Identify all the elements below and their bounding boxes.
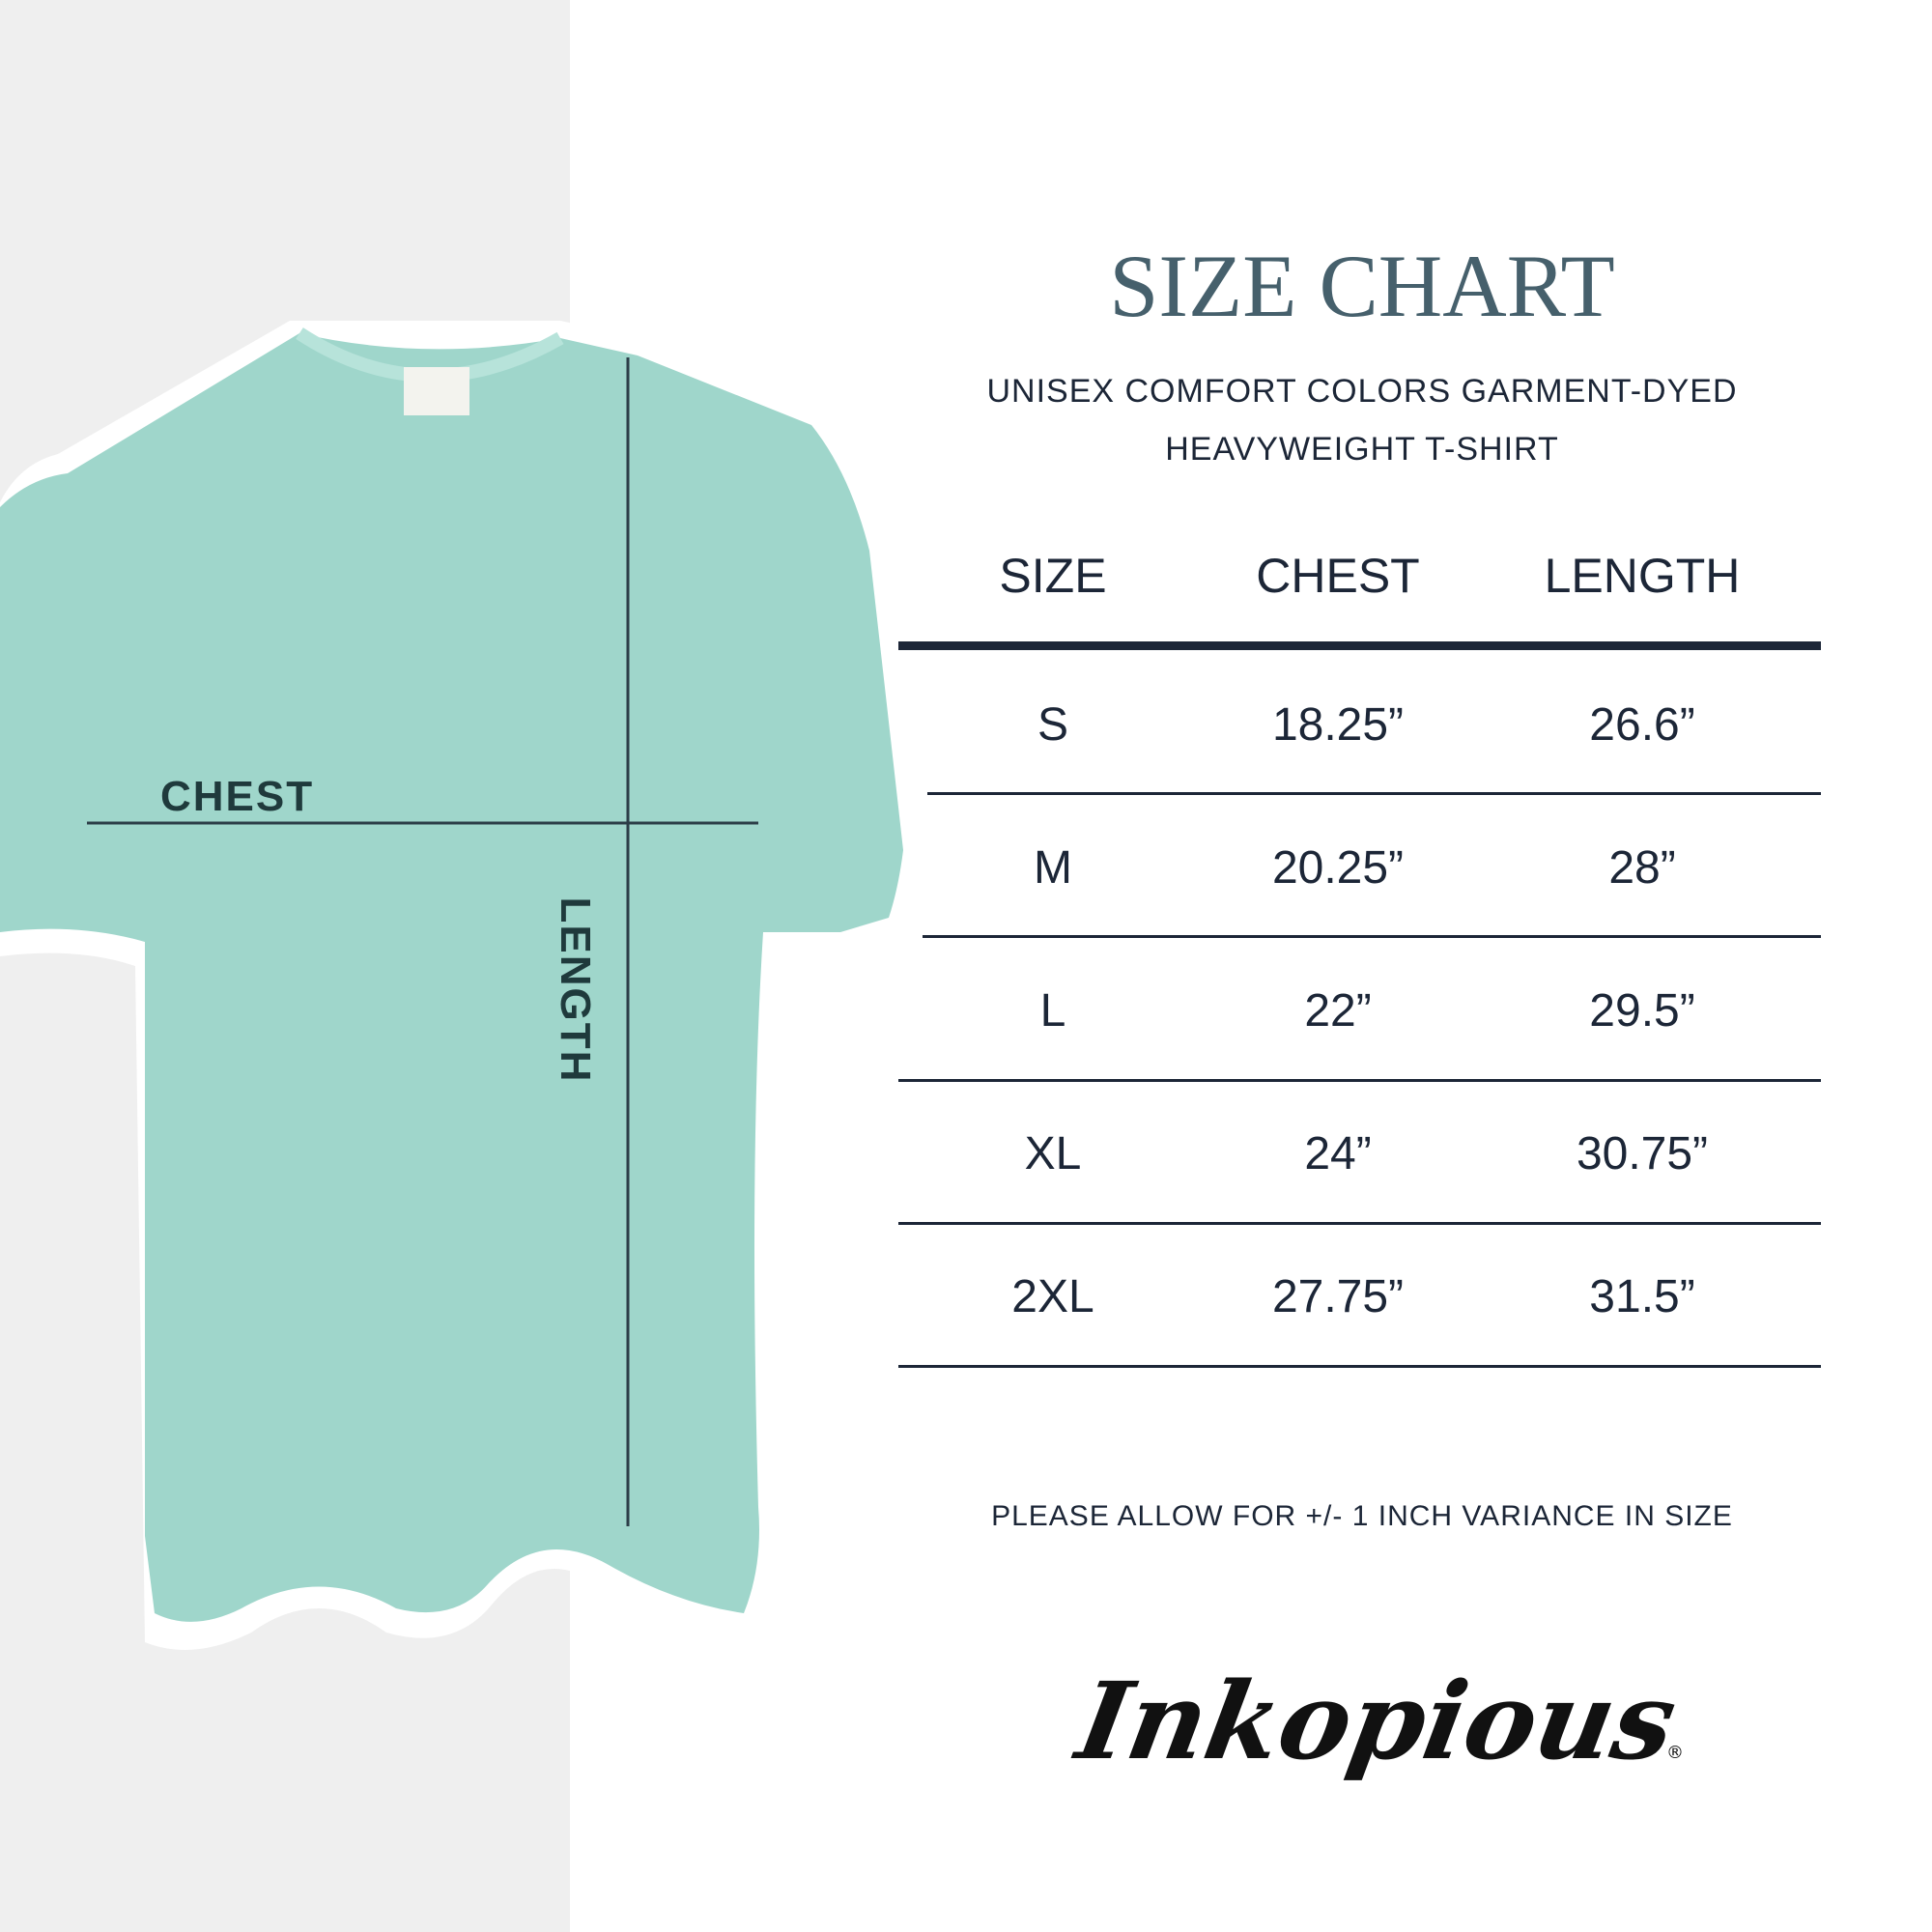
row-divider [927, 792, 1821, 795]
length-cell: 28” [1608, 842, 1676, 894]
subtitle-line1: UNISEX COMFORT COLORS GARMENT-DYED [986, 373, 1738, 410]
length-cell: 30.75” [1576, 1128, 1709, 1179]
chest-cell: 18.25” [1271, 699, 1405, 751]
svg-text:®: ® [1666, 1743, 1684, 1763]
size-cell: 2XL [1011, 1271, 1094, 1322]
tshirt-diagram [0, 327, 903, 1622]
chest-cell: 20.25” [1271, 842, 1405, 894]
page-title: SIZE CHART [1109, 237, 1615, 335]
header-rule [898, 641, 1821, 650]
brand-logo: Inkopious ® [1065, 1660, 1685, 1784]
row-divider [898, 1365, 1821, 1368]
header-size: SIZE [999, 549, 1107, 603]
chest-cell: 24” [1304, 1128, 1372, 1179]
size-cell: XL [1024, 1128, 1082, 1179]
row-divider [923, 935, 1821, 938]
row-divider [898, 1079, 1821, 1082]
row-divider [898, 1222, 1821, 1225]
chest-label: CHEST [160, 773, 315, 820]
tag-icon [404, 367, 469, 415]
header-chest: CHEST [1256, 549, 1420, 603]
tshirt-body [0, 333, 903, 1622]
variance-note: PLEASE ALLOW FOR +/- 1 INCH VARIANCE IN … [991, 1500, 1733, 1532]
length-cell: 31.5” [1589, 1271, 1695, 1322]
chest-cell: 22” [1304, 985, 1372, 1037]
svg-text:Inkopious: Inkopious [1065, 1660, 1685, 1784]
length-cell: 29.5” [1589, 985, 1695, 1037]
size-cell: S [1037, 699, 1068, 751]
size-cell: M [1034, 842, 1072, 894]
length-cell: 26.6” [1589, 699, 1695, 751]
chest-cell: 27.75” [1271, 1271, 1405, 1322]
header-length: LENGTH [1544, 549, 1741, 603]
subtitle-line2: HEAVYWEIGHT T-SHIRT [1165, 431, 1559, 468]
length-label: LENGTH [552, 896, 599, 1084]
size-cell: L [1039, 985, 1066, 1037]
